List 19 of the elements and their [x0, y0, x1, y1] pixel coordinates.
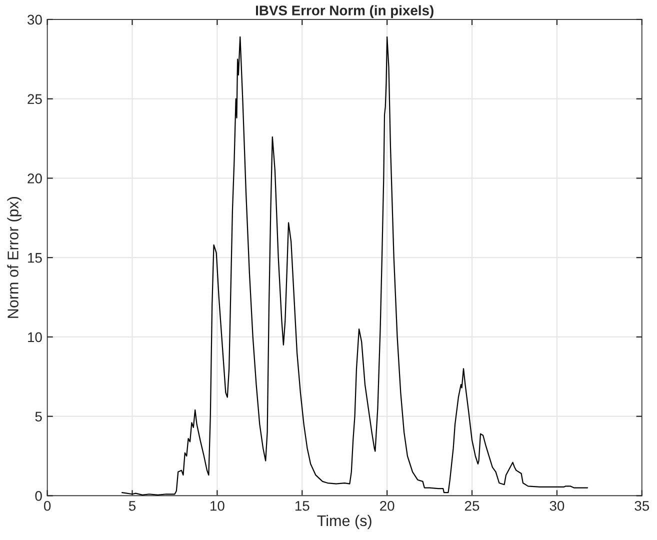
- x-tick-label: 0: [44, 500, 51, 511]
- y-tick-label: 0: [35, 491, 42, 501]
- y-axis-title: Norm of Error (px): [7, 196, 22, 318]
- y-tick-label: 30: [28, 14, 42, 25]
- y-tick-label: 25: [28, 94, 42, 104]
- x-tick-label: 15: [295, 501, 310, 511]
- chart-title: IBVS Error Norm (in pixels): [256, 5, 434, 18]
- x-tick-label: 5: [128, 501, 136, 511]
- x-tick-label: 10: [210, 500, 224, 511]
- y-tick-label: 15: [28, 253, 42, 263]
- y-tick-label: 20: [28, 174, 42, 184]
- x-tick-label: 20: [380, 500, 394, 511]
- x-tick-label: 30: [550, 500, 564, 511]
- y-tick-label: 10: [28, 332, 42, 342]
- x-tick-label: 25: [464, 500, 480, 511]
- line-series: [121, 36, 588, 496]
- x-tick-label: 35: [634, 500, 650, 511]
- y-tick-label: 5: [35, 412, 42, 422]
- x-axis-title: Time (s): [317, 514, 372, 530]
